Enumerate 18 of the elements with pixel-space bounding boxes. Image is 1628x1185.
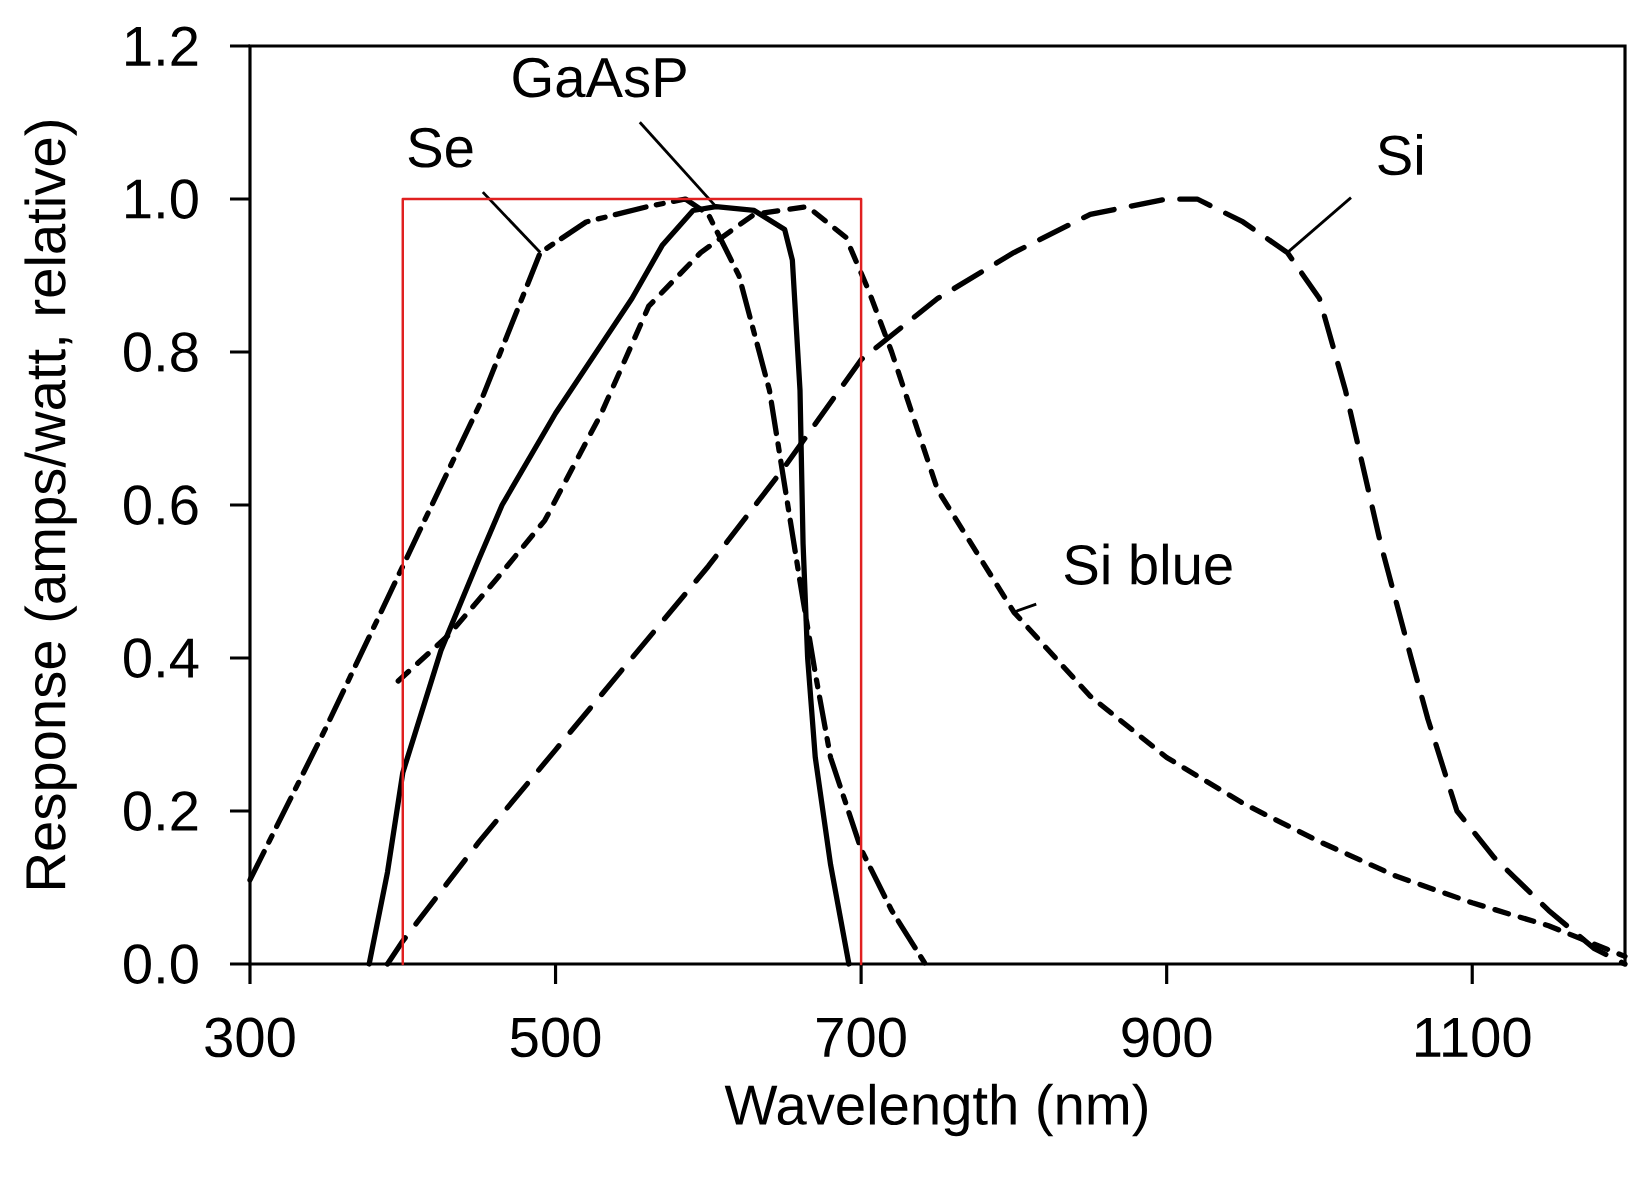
text: Si xyxy=(1378,133,1422,176)
x-tick-label: 700 xyxy=(817,1017,906,1058)
y-tick-label: 0.2 xyxy=(124,791,198,831)
y-tick-label: 0.8 xyxy=(124,332,198,372)
x-tick-label: 900 xyxy=(1122,1017,1212,1058)
y-tick-label: 0.6 xyxy=(124,485,198,525)
y-tick-label: 0.4 xyxy=(124,638,199,678)
x-tick-label: 300 xyxy=(205,1017,295,1058)
y-tick-label: 0.0 xyxy=(124,944,198,984)
y-tick-label: 1.2 xyxy=(126,26,198,66)
y-axis-title: Response (amps/watt, relative) xyxy=(24,121,77,888)
text: GaAsP xyxy=(513,57,686,98)
x-axis-title: Wavelength (nm) xyxy=(724,1083,1147,1137)
x-tick-label: 500 xyxy=(510,1017,601,1058)
series-label: Si blue xyxy=(1064,543,1232,585)
series-label: Se xyxy=(408,127,473,168)
x-tick-label: 1100 xyxy=(1416,1017,1531,1058)
y-tick-label: 1.0 xyxy=(126,179,198,219)
